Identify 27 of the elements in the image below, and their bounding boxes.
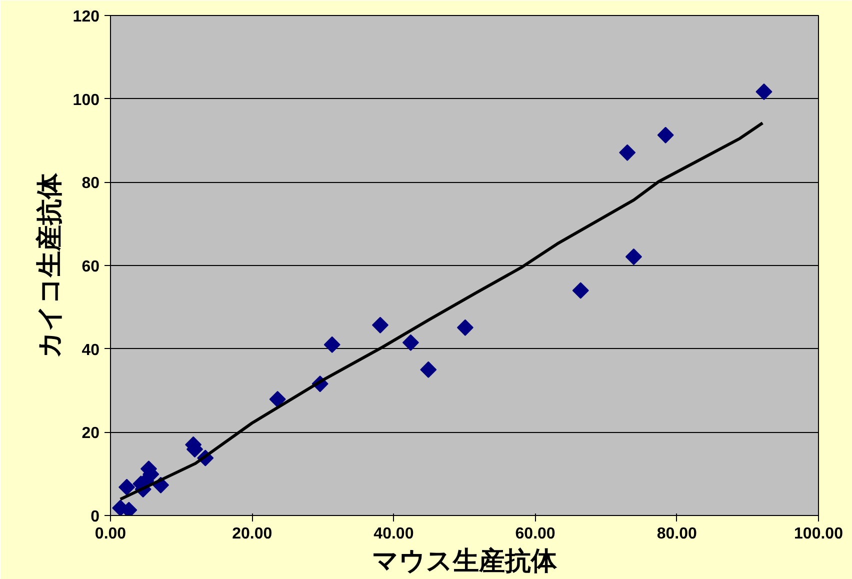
x-tick-label: 80.00 (656, 526, 698, 542)
y-tick-label: 60 (82, 258, 100, 276)
point (269, 390, 286, 408)
point (372, 316, 389, 334)
x-tick-label: 40.00 (374, 526, 414, 542)
point (756, 83, 772, 100)
y-tick-label: 20 (82, 425, 100, 442)
point (402, 334, 419, 351)
y-tick-label: 80 (82, 175, 100, 192)
point (619, 144, 636, 161)
point (572, 282, 589, 299)
point (657, 126, 674, 144)
x-tick-label: 0.00 (94, 526, 126, 542)
point (118, 478, 136, 496)
x-axis-title: マウス生産抗体 (372, 546, 558, 576)
point (456, 319, 474, 336)
x-tick-label: 100.00 (794, 526, 844, 542)
y-tick-label: 120 (72, 8, 100, 26)
y-axis-title: カイコ生産抗体 (34, 172, 65, 358)
x-tick-label: 20.00 (232, 526, 272, 542)
y-tick-label: 0 (90, 508, 100, 526)
point (420, 361, 437, 378)
y-tick-label: 100 (72, 92, 100, 109)
point (625, 248, 642, 266)
x-tick-label: 60.00 (515, 526, 556, 542)
y-tick-label: 40 (82, 342, 100, 359)
point (324, 336, 340, 353)
